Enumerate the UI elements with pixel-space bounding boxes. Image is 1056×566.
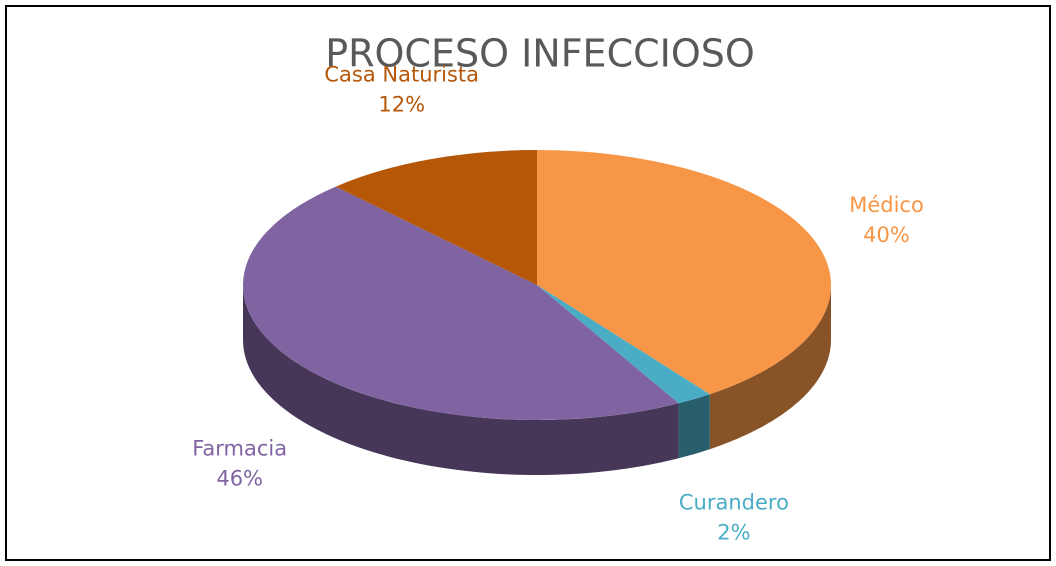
data-label-category: Farmacia bbox=[192, 436, 287, 460]
data-label-category: Curandero bbox=[679, 490, 789, 514]
pie-side bbox=[243, 285, 679, 476]
data-label-value: 12% bbox=[378, 93, 425, 117]
pie-slice bbox=[335, 150, 537, 285]
pie-slice bbox=[537, 150, 831, 395]
data-label-category: Casa Naturista bbox=[324, 63, 479, 87]
pie-slice bbox=[243, 186, 679, 420]
data-label-value: 2% bbox=[717, 520, 750, 544]
data-label-value: 40% bbox=[863, 223, 910, 247]
pie-side bbox=[709, 285, 831, 450]
data-label-category: Médico bbox=[849, 193, 924, 217]
pie-side bbox=[678, 394, 710, 459]
pie-slice bbox=[537, 285, 710, 404]
chart-title: PROCESO INFECCIOSO bbox=[325, 32, 755, 76]
data-label-value: 46% bbox=[216, 466, 263, 490]
pie-tops bbox=[243, 150, 831, 420]
pie-sides bbox=[243, 285, 831, 476]
